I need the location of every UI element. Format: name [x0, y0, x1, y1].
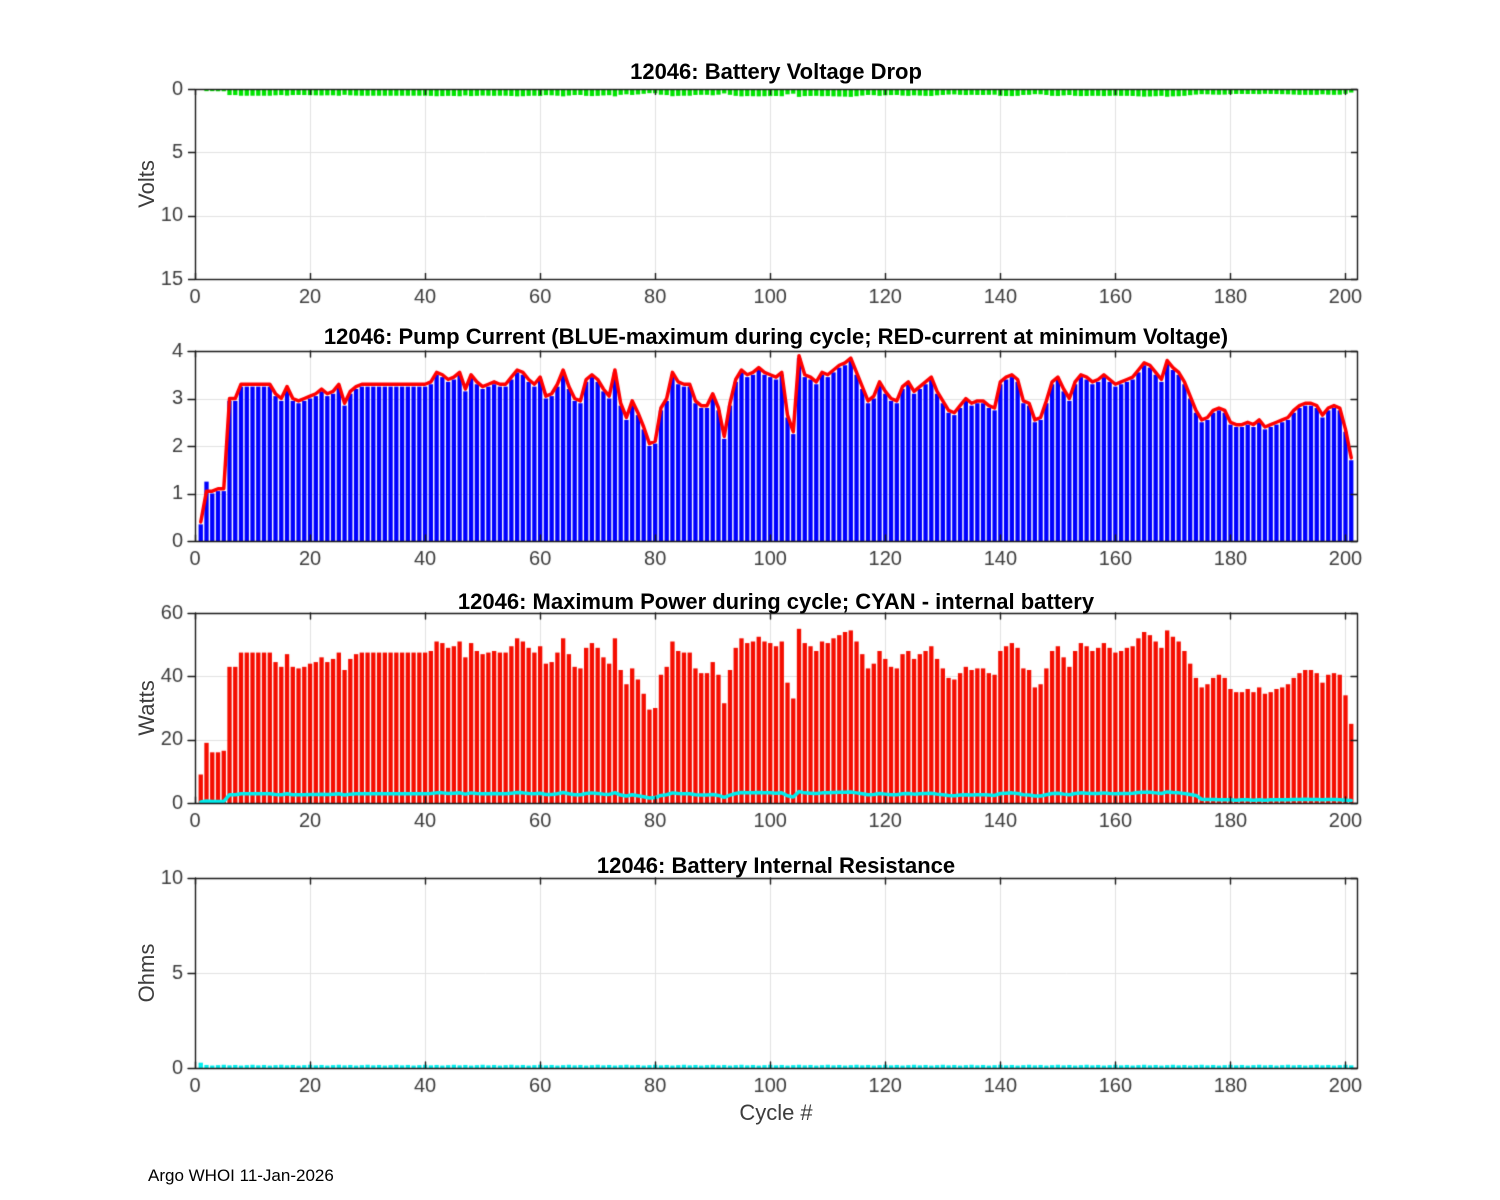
- subplot-pump-current: [195, 351, 1357, 541]
- figure-footer-note: Argo WHOI 11-Jan-2026: [148, 1166, 334, 1185]
- y-axis-label-ohms: Ohms: [134, 943, 159, 1003]
- y-axis-label-watts: Watts: [134, 680, 159, 736]
- y-axis-label-volts: Volts: [134, 160, 159, 208]
- plot-title-maximum-power: 12046: Maximum Power during cycle; CYAN …: [457, 589, 1095, 614]
- subplot-maximum-power: [195, 613, 1357, 803]
- plot-title-internal-resistance: 12046: Battery Internal Resistance: [596, 853, 956, 878]
- subplot-internal-resistance: [195, 878, 1357, 1068]
- subplot-battery-voltage-drop: [195, 89, 1357, 279]
- plot-title-voltage-drop: 12046: Battery Voltage Drop: [630, 59, 922, 84]
- plot-title-pump-current: 12046: Pump Current (BLUE-maximum during…: [323, 324, 1229, 349]
- x-axis-label-cycle: Cycle #: [739, 1100, 813, 1125]
